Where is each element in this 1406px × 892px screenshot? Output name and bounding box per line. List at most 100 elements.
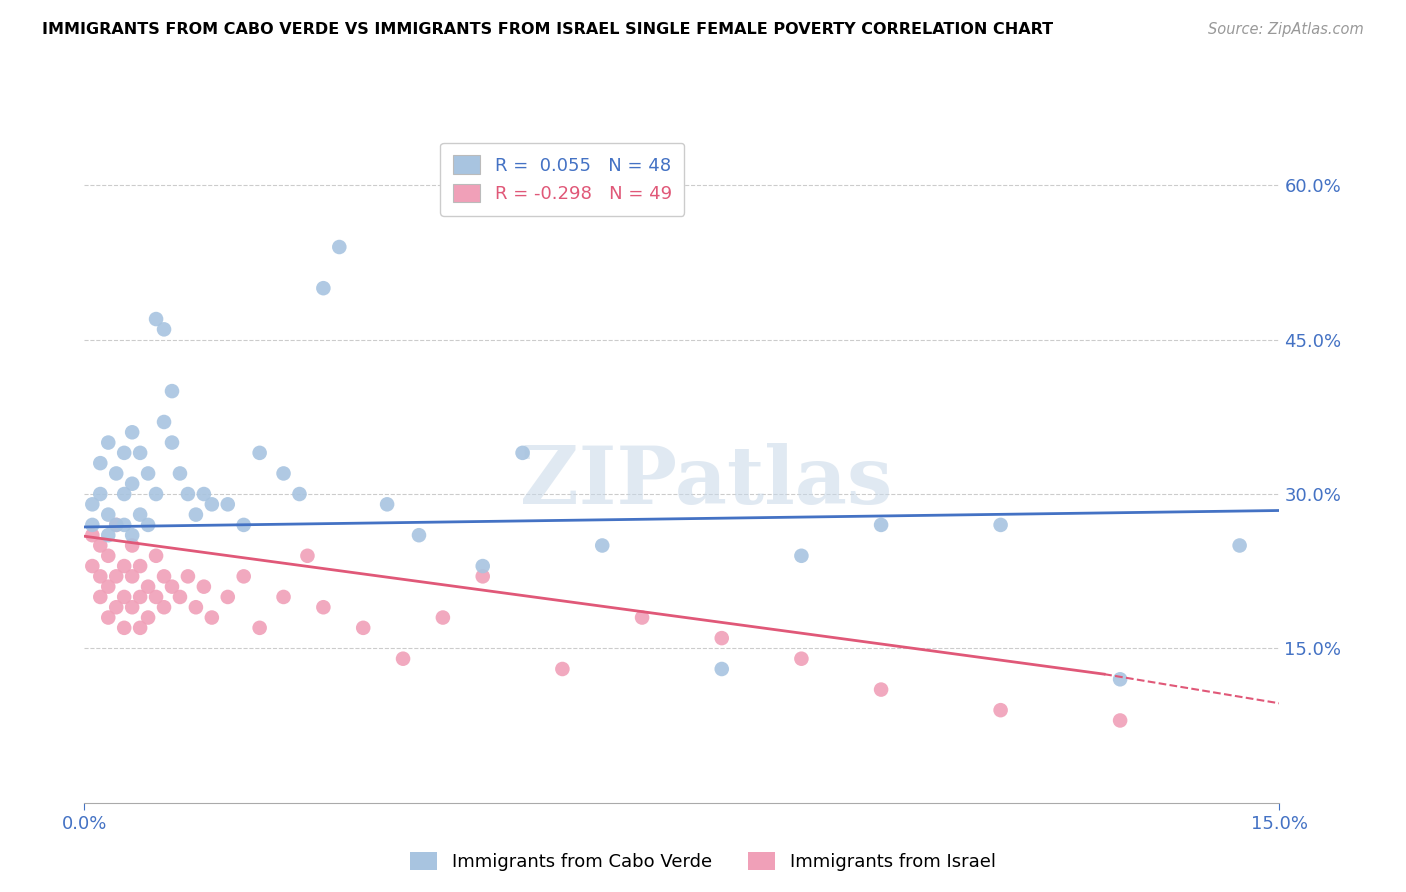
Point	[169, 467, 191, 481]
Point	[710, 662, 733, 676]
Point	[710, 631, 733, 645]
Point	[153, 600, 176, 615]
Point	[471, 559, 494, 574]
Point	[870, 682, 893, 697]
Point	[97, 610, 120, 624]
Point	[136, 580, 159, 594]
Point	[1109, 714, 1132, 728]
Point	[89, 539, 111, 553]
Point	[136, 467, 159, 481]
Point	[312, 281, 335, 295]
Point	[160, 435, 183, 450]
Point	[591, 539, 613, 553]
Point	[105, 600, 128, 615]
Point	[129, 621, 152, 635]
Point	[870, 517, 893, 532]
Point	[169, 590, 191, 604]
Point	[112, 446, 135, 460]
Point	[153, 569, 176, 583]
Point	[121, 539, 143, 553]
Point	[193, 580, 215, 594]
Point	[145, 549, 167, 563]
Point	[136, 517, 159, 532]
Point	[112, 487, 135, 501]
Point	[297, 549, 319, 563]
Point	[217, 497, 239, 511]
Point	[89, 590, 111, 604]
Point	[121, 476, 143, 491]
Point	[352, 621, 374, 635]
Point	[89, 456, 111, 470]
Point	[112, 590, 135, 604]
Point	[145, 590, 167, 604]
Point	[193, 487, 215, 501]
Point	[392, 651, 415, 665]
Point	[82, 517, 104, 532]
Point	[145, 312, 167, 326]
Point	[160, 580, 183, 594]
Point	[153, 322, 176, 336]
Point	[112, 517, 135, 532]
Point	[121, 600, 143, 615]
Point	[375, 497, 398, 511]
Point	[129, 446, 152, 460]
Point	[201, 497, 224, 511]
Point	[273, 467, 295, 481]
Point	[105, 517, 128, 532]
Point	[232, 517, 254, 532]
Point	[97, 528, 120, 542]
Legend: R =  0.055   N = 48, R = -0.298   N = 49: R = 0.055 N = 48, R = -0.298 N = 49	[440, 143, 685, 216]
Point	[82, 528, 104, 542]
Point	[512, 446, 534, 460]
Point	[136, 610, 159, 624]
Point	[82, 497, 104, 511]
Point	[232, 569, 254, 583]
Point	[129, 590, 152, 604]
Point	[145, 487, 167, 501]
Point	[153, 415, 176, 429]
Point	[328, 240, 350, 254]
Point	[312, 600, 335, 615]
Point	[273, 590, 295, 604]
Point	[112, 621, 135, 635]
Point	[160, 384, 183, 398]
Point	[249, 446, 271, 460]
Point	[89, 569, 111, 583]
Point	[1109, 673, 1132, 687]
Point	[105, 467, 128, 481]
Point	[112, 559, 135, 574]
Point	[97, 580, 120, 594]
Point	[790, 651, 813, 665]
Point	[990, 517, 1012, 532]
Point	[121, 528, 143, 542]
Point	[288, 487, 311, 501]
Text: Source: ZipAtlas.com: Source: ZipAtlas.com	[1208, 22, 1364, 37]
Point	[631, 610, 654, 624]
Point	[105, 517, 128, 532]
Point	[990, 703, 1012, 717]
Point	[97, 549, 120, 563]
Point	[1229, 539, 1251, 553]
Point	[97, 508, 120, 522]
Point	[105, 569, 128, 583]
Point	[121, 425, 143, 440]
Text: ZIPatlas: ZIPatlas	[520, 442, 891, 521]
Point	[790, 549, 813, 563]
Point	[551, 662, 574, 676]
Point	[97, 435, 120, 450]
Point	[217, 590, 239, 604]
Point	[432, 610, 454, 624]
Point	[82, 559, 104, 574]
Point	[177, 487, 200, 501]
Legend: Immigrants from Cabo Verde, Immigrants from Israel: Immigrants from Cabo Verde, Immigrants f…	[404, 846, 1002, 879]
Point	[177, 569, 200, 583]
Point	[201, 610, 224, 624]
Point	[121, 569, 143, 583]
Text: IMMIGRANTS FROM CABO VERDE VS IMMIGRANTS FROM ISRAEL SINGLE FEMALE POVERTY CORRE: IMMIGRANTS FROM CABO VERDE VS IMMIGRANTS…	[42, 22, 1053, 37]
Point	[129, 508, 152, 522]
Point	[408, 528, 430, 542]
Point	[184, 508, 207, 522]
Point	[249, 621, 271, 635]
Point	[129, 559, 152, 574]
Point	[184, 600, 207, 615]
